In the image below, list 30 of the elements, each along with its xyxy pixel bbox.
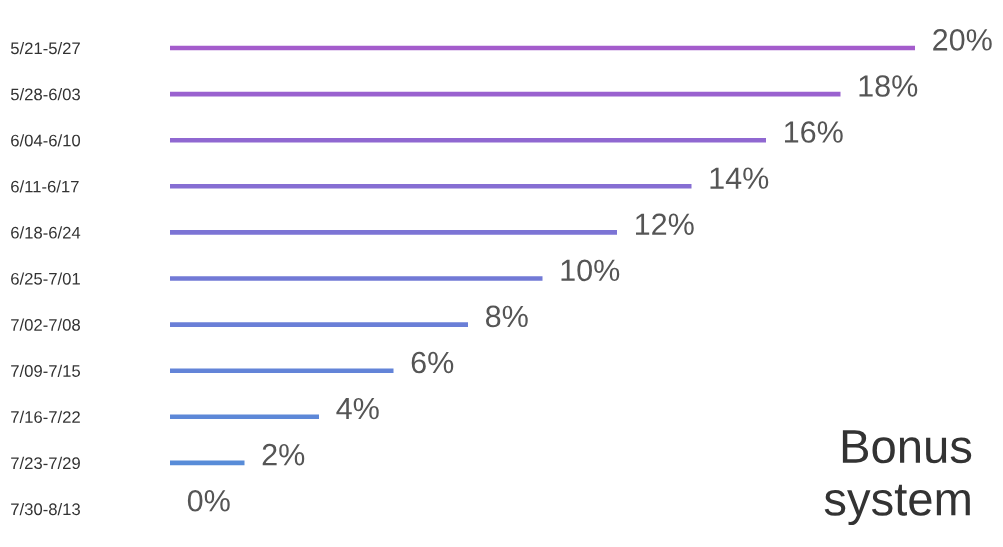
bar bbox=[170, 184, 692, 189]
y-tick-label: 7/23-7/29 bbox=[11, 456, 80, 470]
data-label: 4% bbox=[336, 397, 379, 420]
data-label: 12% bbox=[636, 213, 694, 235]
data-label: 16% bbox=[785, 121, 843, 143]
y-tick-label: 6/04-6/10 bbox=[11, 134, 81, 147]
y-tick-label: 7/30-8/13 bbox=[11, 502, 80, 516]
data-label: 2% bbox=[262, 443, 305, 466]
bar bbox=[170, 322, 468, 327]
data-label: 0% bbox=[187, 489, 230, 512]
data-label: 14% bbox=[710, 167, 769, 189]
bar bbox=[170, 414, 319, 420]
data-label: 10% bbox=[561, 259, 620, 282]
y-tick-label: 6/18-6/24 bbox=[11, 226, 81, 239]
y-tick-label: 7/09-7/15 bbox=[11, 364, 81, 377]
y-tick-label: 7/02-7/08 bbox=[11, 318, 80, 331]
data-label: 18% bbox=[859, 75, 918, 97]
bar bbox=[170, 230, 617, 235]
data-label: 20% bbox=[933, 29, 992, 51]
data-label: 8% bbox=[485, 305, 528, 328]
bar bbox=[170, 137, 766, 143]
y-tick-label: 5/21-5/27 bbox=[10, 42, 80, 55]
data-label: 6% bbox=[411, 351, 454, 374]
bar bbox=[170, 368, 394, 373]
y-tick-label: 6/25-7/01 bbox=[11, 272, 80, 285]
y-tick-label: 6/11-6/17 bbox=[11, 180, 79, 193]
y-tick-label: 5/28-6/03 bbox=[10, 88, 80, 101]
text: Bonus system bbox=[824, 430, 972, 526]
y-tick-label: 7/16-7/22 bbox=[11, 410, 80, 423]
bar bbox=[170, 276, 543, 281]
